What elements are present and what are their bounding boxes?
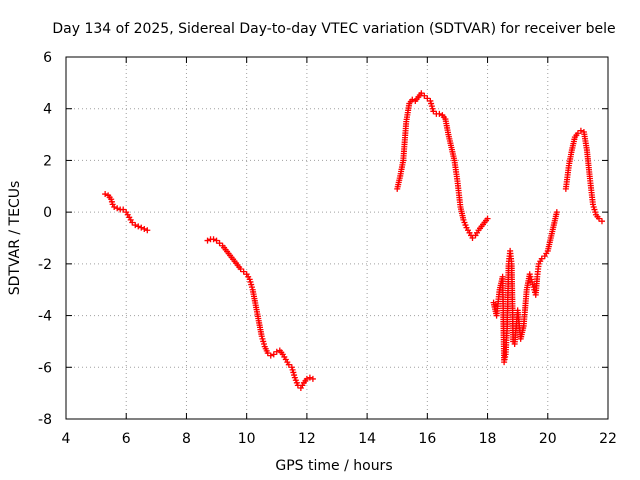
data-point	[204, 237, 211, 244]
data-point	[210, 236, 217, 243]
x-tick-label: 4	[62, 431, 71, 447]
data-point	[111, 203, 118, 210]
data-point	[303, 375, 310, 382]
data-point	[306, 374, 313, 381]
y-tick-label: 0	[43, 205, 52, 221]
y-tick-label: -4	[38, 309, 52, 325]
x-tick-label: 10	[238, 431, 256, 447]
data-point	[484, 215, 491, 222]
data-point	[102, 191, 109, 198]
data-point	[598, 218, 605, 225]
plot-frame	[65, 56, 609, 420]
data-point	[285, 361, 292, 368]
data-point	[424, 95, 431, 102]
y-tick-label: 2	[43, 153, 52, 169]
data-point	[436, 110, 443, 117]
x-axis-label: GPS time / hours	[275, 458, 392, 474]
data-point	[264, 350, 271, 357]
data-point	[135, 223, 142, 230]
data-point	[553, 209, 560, 216]
x-tick-label: 16	[418, 431, 436, 447]
data-point	[418, 90, 425, 97]
data-point	[144, 227, 151, 234]
y-tick-label: -2	[38, 257, 52, 273]
data-point	[538, 255, 545, 262]
x-tick-label: 6	[122, 431, 131, 447]
data-point	[421, 92, 428, 99]
data-point	[213, 237, 220, 244]
data-point	[309, 375, 316, 382]
x-tick-label: 22	[599, 431, 617, 447]
data-point	[120, 206, 127, 213]
data-point	[430, 108, 437, 115]
axis-ticks: 4 6 8 10 12 14 16 18 20 22 -8 -6 -4 -2 0 2 4 6	[38, 50, 617, 447]
y-tick-label: 4	[43, 102, 52, 118]
y-tick-label: 6	[43, 50, 52, 66]
x-tick-label: 20	[539, 431, 557, 447]
data-point	[129, 219, 136, 226]
data-point	[138, 224, 145, 231]
chart-title: Day 134 of 2025, Sidereal Day-to-day VTE…	[52, 21, 615, 37]
y-tick-label: -6	[38, 360, 52, 376]
x-tick-label: 12	[298, 431, 316, 447]
data-point	[574, 130, 581, 137]
data-point	[114, 205, 121, 212]
x-tick-label: 8	[182, 431, 191, 447]
data-series	[102, 90, 605, 391]
data-point	[240, 268, 247, 275]
x-tick-label: 14	[358, 431, 376, 447]
grid	[66, 57, 608, 419]
data-point	[595, 215, 602, 222]
data-point	[267, 352, 274, 359]
data-point	[469, 235, 476, 241]
y-tick-label: -8	[38, 412, 52, 428]
data-point	[141, 225, 148, 232]
x-tick-label: 18	[479, 431, 497, 447]
data-point	[132, 222, 139, 229]
data-point	[216, 240, 223, 247]
data-point	[237, 266, 244, 273]
data-point	[577, 127, 584, 134]
y-axis-label: SDTVAR / TECUs	[7, 181, 23, 296]
data-point	[270, 351, 277, 358]
